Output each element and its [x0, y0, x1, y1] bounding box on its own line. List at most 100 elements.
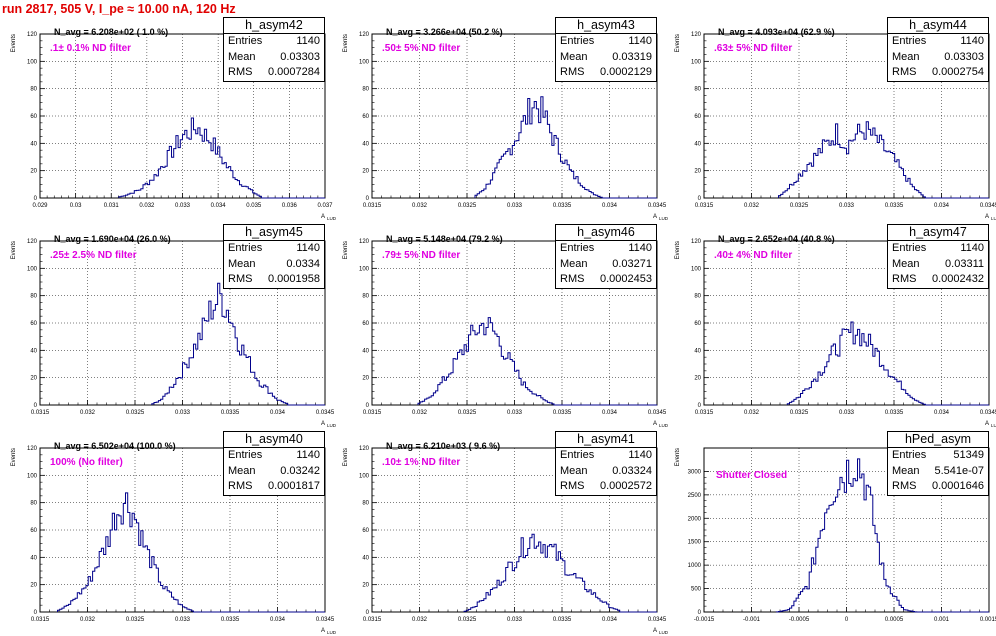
y-tick-label: 1000 [688, 563, 702, 569]
stats-box-title: h_asym40 [224, 432, 324, 448]
stats-row-rms: RMS 0.0001646 [888, 479, 988, 495]
stats-row-entries: Entries 1140 [556, 34, 656, 50]
stats-key: Entries [560, 242, 595, 254]
x-tick-label: 0.0335 [553, 203, 572, 209]
y-tick-label: 0 [366, 610, 370, 616]
x-tick-label: 0.0335 [553, 410, 572, 416]
y-tick-label: 20 [30, 376, 37, 382]
y-tick-label: 0 [366, 403, 370, 409]
stats-value: 1140 [960, 242, 984, 254]
y-tick-label: 120 [359, 239, 370, 245]
y-tick-label: 40 [362, 141, 369, 147]
stats-row-entries: Entries 1140 [224, 241, 324, 257]
stats-key: Mean [892, 464, 920, 477]
x-axis-label: A [985, 421, 989, 427]
x-tick-label: 0.034 [934, 410, 950, 416]
y-tick-label: 60 [694, 114, 701, 120]
x-tick-label: 0.034 [270, 410, 286, 416]
stats-row-mean: Mean 0.03311 [888, 257, 988, 273]
y-tick-label: 60 [694, 321, 701, 327]
y-tick-label: 40 [30, 348, 37, 354]
stats-key: Entries [892, 35, 927, 47]
stats-key: Mean [892, 257, 920, 270]
x-axis-label-subscript: LUD [991, 216, 996, 221]
y-axis-label: Events [343, 448, 349, 466]
y-tick-label: 100 [27, 266, 38, 272]
stats-value: 0.0001817 [268, 480, 320, 492]
stats-key: Entries [892, 449, 927, 461]
stats-key: Entries [560, 449, 595, 461]
stats-value: 0.0002432 [932, 273, 984, 285]
y-tick-label: 80 [362, 294, 369, 300]
y-tick-label: 40 [694, 348, 701, 354]
stats-box: h_asym43 Entries 1140 Mean 0.03319 RMS 0.00021… [555, 17, 657, 82]
stats-key: Entries [560, 35, 595, 47]
stats-key: RMS [560, 66, 585, 78]
y-tick-label: 0 [698, 196, 702, 202]
histogram-pad-h_asym46: 0.0315 0.032 0.0325 0.033 0.0335 0.034 0.0345 0… [332, 223, 669, 429]
y-axis-label: Events [343, 241, 349, 259]
x-tick-label: 0.037 [317, 203, 333, 209]
x-tick-label: 0.0315 [695, 203, 714, 209]
stats-row-mean: Mean 5.541e-07 [888, 464, 988, 480]
navg-label: N_avg = 4.093e+04 (62.9 %) [718, 27, 835, 37]
histogram-pad-h_asym42: 0.029 0.03 0.031 0.032 0.033 0.034 0.035 0.036 0… [0, 16, 337, 222]
stats-row-mean: Mean 0.03324 [556, 464, 656, 480]
stats-value: 0.03242 [280, 464, 320, 477]
stats-key: RMS [228, 273, 253, 285]
x-axis-label-subscript: LUD [327, 216, 337, 221]
stats-row-entries: Entries 1140 [224, 448, 324, 464]
y-tick-label: 40 [30, 555, 37, 561]
stats-key: RMS [228, 480, 253, 492]
stats-value: 0.03311 [945, 257, 984, 270]
y-axis-label: Events [11, 34, 17, 52]
stats-row-entries: Entries 1140 [888, 34, 988, 50]
x-tick-label: 0.034 [934, 203, 950, 209]
stats-value: 5.541e-07 [934, 464, 984, 477]
histogram-pad-h_asym41: 0.0315 0.032 0.0325 0.033 0.0335 0.034 0.0345 0… [332, 430, 669, 636]
x-axis-label-subscript: LUD [659, 423, 669, 428]
y-axis-label: Events [675, 34, 681, 52]
x-tick-label: 0.032 [80, 410, 96, 416]
x-tick-label: 0.0325 [458, 617, 477, 623]
stats-value: 0.0002572 [600, 480, 652, 492]
stats-box: h_asym41 Entries 1140 Mean 0.03324 RMS 0.00025… [555, 431, 657, 496]
x-tick-label: 0.034 [602, 203, 618, 209]
stats-row-rms: RMS 0.0002572 [556, 479, 656, 495]
x-axis-label: A [653, 628, 657, 634]
stats-value: 0.03324 [612, 464, 652, 477]
histogram-pad-h_asym45: 0.0315 0.032 0.0325 0.033 0.0335 0.034 0.0345 0… [0, 223, 337, 429]
x-axis-label: A [985, 214, 989, 220]
navg-label: N_avg = 6.502e+04 (100.0 %) [54, 441, 176, 451]
x-tick-label: 0.0325 [126, 617, 145, 623]
stats-key: Mean [560, 50, 588, 63]
y-tick-label: 0 [34, 610, 38, 616]
y-axis-label: Events [11, 448, 17, 466]
x-tick-label: 0.0315 [31, 410, 50, 416]
histogram-plot: 0.0315 0.032 0.0325 0.033 0.0335 0.034 0.0345 0… [343, 32, 669, 221]
x-axis-label-subscript: LUD [659, 216, 669, 221]
stats-key: Entries [892, 242, 927, 254]
x-tick-label: 0.001 [934, 617, 950, 623]
stats-row-mean: Mean 0.03303 [888, 50, 988, 66]
y-tick-label: 100 [359, 473, 370, 479]
y-tick-label: 80 [30, 294, 37, 300]
x-tick-label: 0.0335 [553, 617, 572, 623]
y-tick-label: 3000 [688, 469, 702, 475]
y-tick-label: 100 [27, 59, 38, 65]
x-tick-label: 0.032 [412, 203, 428, 209]
y-tick-label: 0 [698, 403, 702, 409]
stats-value: 0.0002754 [932, 66, 984, 78]
filter-label: 100% (No filter) [50, 457, 123, 468]
y-tick-label: 60 [362, 321, 369, 327]
y-tick-label: 120 [27, 446, 38, 452]
stats-value: 0.0334 [286, 257, 320, 270]
stats-value: 0.03271 [612, 257, 652, 270]
y-tick-label: 80 [30, 87, 37, 93]
y-tick-label: 2500 [688, 493, 702, 499]
navg-label: N_avg = 1.690e+04 (26.0 %) [54, 234, 171, 244]
stats-box-title: h_asym41 [556, 432, 656, 448]
y-tick-label: 80 [362, 501, 369, 507]
histogram-pad-h_asym44: 0.0315 0.032 0.0325 0.033 0.0335 0.034 0.0345 0… [664, 16, 996, 222]
y-tick-label: 20 [30, 583, 37, 589]
